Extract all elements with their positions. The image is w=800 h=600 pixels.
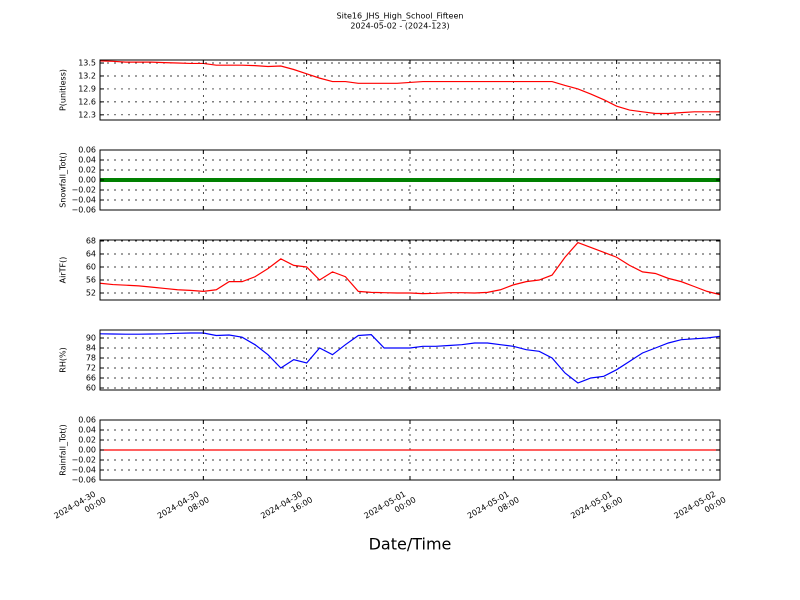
- y-tick-label: 12.6: [78, 97, 96, 106]
- y-tick-label: 90: [86, 334, 96, 343]
- chart-subtitle: 2024-05-02 - (2024-123): [350, 22, 449, 31]
- y-tick-label: 0.06: [78, 416, 96, 425]
- y-axis-label: AirTF(): [59, 257, 68, 284]
- x-axis-label: Date/Time: [369, 535, 452, 554]
- chart-title: Site16_JHS_High_School_Fifteen: [337, 12, 464, 21]
- y-axis-label: RH(%): [59, 347, 68, 372]
- y-tick-label: 0.06: [78, 146, 96, 155]
- y-tick-label: 60: [86, 262, 96, 271]
- y-tick-label: 13.2: [78, 71, 96, 80]
- y-tick-label: 12.3: [78, 110, 96, 119]
- y-tick-label: −0.02: [71, 186, 96, 195]
- y-tick-label: 0.00: [78, 446, 96, 455]
- y-tick-label: 84: [86, 344, 96, 353]
- y-tick-label: 64: [86, 249, 96, 258]
- y-tick-label: 68: [86, 236, 96, 245]
- y-tick-label: 56: [86, 276, 96, 285]
- y-tick-label: 0.02: [78, 166, 96, 175]
- y-tick-label: −0.06: [71, 476, 96, 485]
- y-tick-label: −0.06: [71, 206, 96, 215]
- y-tick-label: 66: [86, 374, 96, 383]
- data-line: [99, 241, 721, 296]
- y-tick-label: 12.9: [78, 84, 96, 93]
- y-tick-label: 52: [86, 289, 96, 298]
- y-tick-label: 13.5: [78, 59, 96, 68]
- y-tick-label: 78: [86, 354, 96, 363]
- y-axis-label: P(unitless): [59, 69, 68, 111]
- y-axis-label: Rainfall_Tot(): [59, 424, 68, 476]
- y-axis-label: Snowfall_Tot(): [59, 152, 68, 208]
- y-tick-label: 0.04: [78, 426, 96, 435]
- y-tick-label: 0.00: [78, 176, 96, 185]
- y-tick-label: 0.02: [78, 436, 96, 445]
- y-tick-label: −0.04: [71, 196, 96, 205]
- y-tick-label: 60: [86, 384, 96, 393]
- y-tick-label: −0.04: [71, 466, 96, 475]
- y-tick-label: −0.02: [71, 456, 96, 465]
- y-tick-label: 72: [86, 364, 96, 373]
- y-tick-label: 0.04: [78, 156, 96, 165]
